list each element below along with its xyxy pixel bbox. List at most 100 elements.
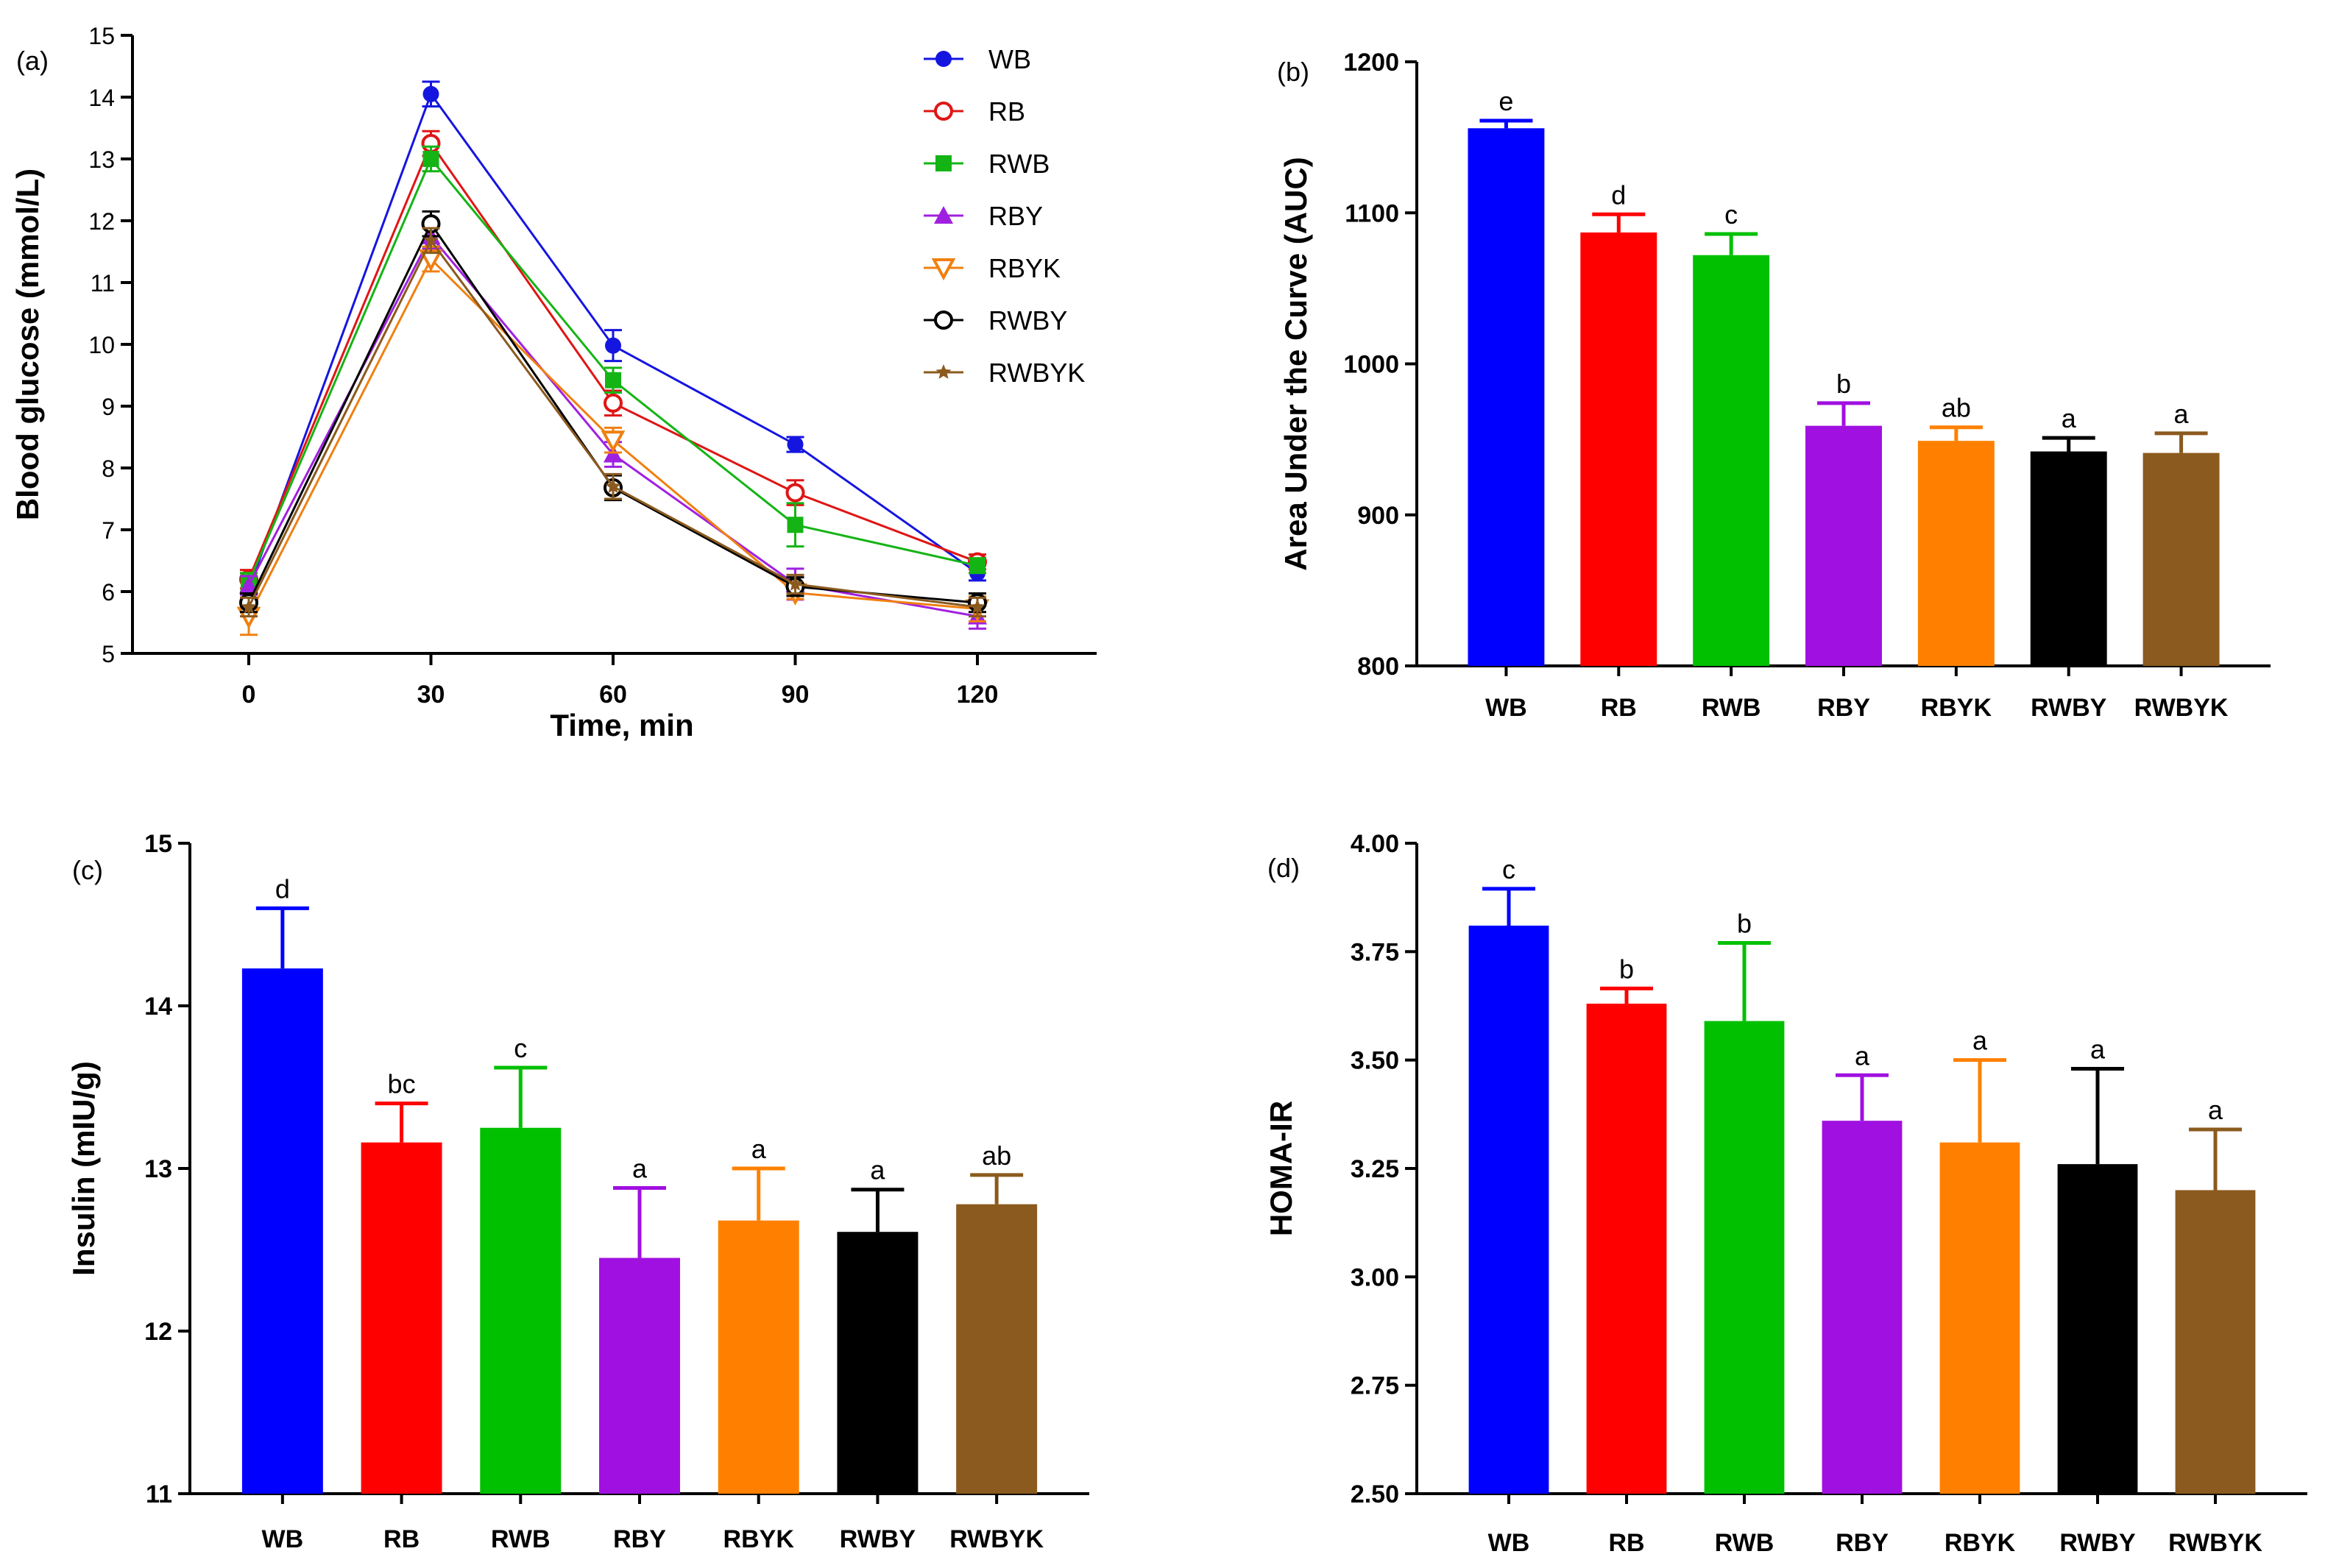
bar-rwbyk	[2175, 1190, 2256, 1494]
significance-label: b	[1737, 909, 1752, 939]
y-tick-label: 2.75	[1351, 1372, 1399, 1400]
y-axis-title: HOMA-IR	[1264, 1101, 1298, 1236]
legend-entry: WB	[988, 44, 1031, 74]
bar-rwb	[1704, 1021, 1785, 1494]
bar-rb	[361, 1142, 442, 1494]
legend-marker	[934, 102, 953, 121]
data-point	[241, 599, 257, 614]
y-axis-title: Area Under the Curve (AUC)	[1278, 157, 1313, 570]
y-tick-label: 7	[102, 517, 115, 544]
bar-rwby	[2057, 1164, 2138, 1494]
significance-label: d	[275, 873, 290, 904]
panel-a-line-chart: 5 6 7 8 9 10 11 12 13 14 15 Blood glucose (mmol/L) (…	[10, 23, 1097, 742]
significance-label: a	[870, 1155, 885, 1185]
data-point	[605, 372, 621, 389]
significance-label: b	[1836, 369, 1851, 399]
x-tick-label: RBYK	[1945, 1529, 2016, 1557]
bar-wb	[241, 968, 323, 1494]
y-tick-label: 6	[102, 579, 115, 606]
bar-rwby	[2030, 451, 2107, 666]
x-tick-label: RWBYK	[949, 1525, 1044, 1553]
y-tick-label: 3.25	[1351, 1155, 1399, 1183]
y-tick-label: 8	[102, 455, 115, 482]
bar-wb	[1468, 128, 1545, 666]
x-tick-label: 30	[417, 681, 445, 709]
y-tick-label: 15	[144, 830, 172, 858]
legend-entry: RWBY	[988, 305, 1067, 336]
data-point	[601, 430, 626, 453]
data-point	[787, 436, 804, 453]
x-tick-label: RB	[1601, 694, 1637, 722]
data-point	[788, 575, 803, 591]
y-tick-label: 800	[1357, 653, 1399, 681]
data-point	[604, 444, 623, 463]
y-tick-label: 4.00	[1351, 830, 1399, 858]
legend: WB RB RWB RBY RBYK RWBY RWBYK	[924, 44, 1085, 388]
x-tick-label: RWB	[1702, 694, 1761, 722]
x-tick-label: RWBY	[840, 1525, 916, 1553]
bar-rbyk	[1917, 441, 1995, 666]
y-tick-label: 1200	[1343, 49, 1399, 77]
legend-marker	[935, 155, 952, 171]
significance-label: c	[1724, 199, 1738, 230]
legend-entry: RBY	[988, 201, 1043, 231]
legend-marker	[935, 51, 952, 67]
y-tick-label: 15	[88, 23, 115, 49]
panel-d-homa-ir-bar-chart: 2.50 2.75 3.00 3.25 3.50 3.75 4.00 HOMA-IR (d) c W…	[1264, 830, 2307, 1557]
x-tick-label: WB	[1488, 1529, 1530, 1557]
y-tick-label: 14	[88, 85, 115, 111]
significance-label: c	[514, 1033, 527, 1063]
data-point	[422, 85, 439, 102]
significance-label: d	[1611, 180, 1626, 210]
x-tick-label: RBY	[1817, 694, 1870, 722]
panel-label: (d)	[1267, 853, 1300, 883]
panel-c-insulin-bar-chart: 11 12 13 14 15 Insulin (mIU/g) (c) d WB bc RB c RWB a…	[66, 830, 1089, 1553]
bar-wb	[1468, 925, 1549, 1494]
x-tick-label: RB	[383, 1525, 420, 1553]
bar-rb	[1580, 232, 1657, 666]
significance-label: a	[1855, 1040, 1870, 1071]
legend-entry: RBYK	[988, 253, 1061, 283]
y-tick-label: 3.50	[1351, 1047, 1399, 1075]
x-tick-label: RB	[1608, 1529, 1644, 1557]
bar-rbyk	[718, 1220, 799, 1494]
bar-rwb	[1693, 255, 1770, 667]
panel-label: (c)	[72, 855, 103, 885]
data-point	[969, 557, 986, 574]
y-tick-label: 1100	[1345, 199, 1399, 227]
bar-rby	[599, 1257, 680, 1494]
y-tick-label: 11	[146, 1480, 172, 1508]
bar-rby	[1822, 1121, 1903, 1494]
bar-rwb	[480, 1127, 562, 1494]
significance-label: a	[1972, 1026, 1988, 1056]
data-point	[604, 393, 623, 413]
significance-label: a	[2090, 1034, 2106, 1064]
significance-label: c	[1502, 854, 1515, 884]
data-point	[785, 483, 805, 503]
bar-rby	[1805, 425, 1882, 666]
legend-marker	[934, 311, 953, 330]
x-tick-label: RWBYK	[2134, 694, 2229, 722]
bar-rwby	[837, 1232, 919, 1494]
x-tick-label: 90	[782, 681, 810, 709]
significance-label: ab	[982, 1140, 1011, 1171]
legend-entry: RB	[988, 96, 1025, 127]
x-tick-label: RBYK	[723, 1525, 795, 1553]
data-point	[605, 337, 621, 354]
y-axis-title: Insulin (mIU/g)	[66, 1061, 101, 1276]
y-tick-label: 900	[1357, 502, 1399, 530]
series-wb	[240, 80, 986, 599]
significance-label: ab	[1942, 393, 1971, 423]
panel-label: (a)	[16, 46, 49, 76]
y-tick-label: 5	[102, 641, 115, 667]
legend-marker	[931, 258, 956, 281]
x-tick-label: RWBY	[2059, 1529, 2136, 1557]
y-tick-label: 3.00	[1351, 1263, 1399, 1291]
y-tick-label: 10	[88, 332, 115, 358]
series-rwb	[240, 145, 986, 593]
data-point	[605, 478, 621, 494]
x-tick-label: 120	[957, 681, 999, 709]
significance-label: a	[751, 1134, 767, 1164]
y-tick-label: 12	[144, 1318, 172, 1346]
